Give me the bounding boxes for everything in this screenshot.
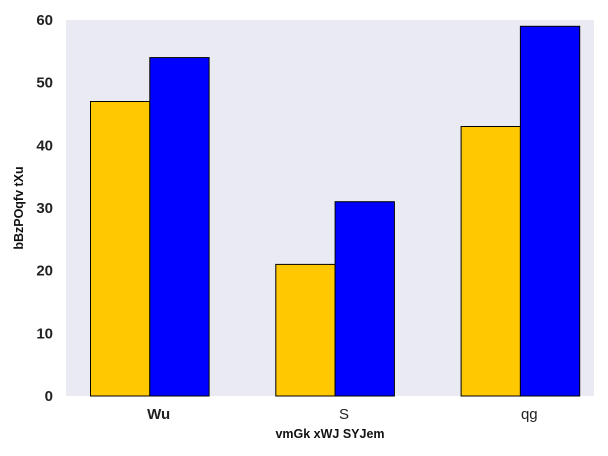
- bar-qg-series-1: [460, 126, 521, 397]
- y-tick-label-40: 40: [36, 137, 53, 154]
- bar-Wu-series-1: [90, 101, 151, 397]
- y-axis-title: bBzPOqfv tXu: [12, 166, 26, 249]
- x-axis-title: vmGk xWJ SYJem: [275, 427, 384, 441]
- y-tick-label-30: 30: [36, 200, 53, 217]
- y-tick-label-60: 60: [36, 12, 53, 29]
- x-tick-label-S: S: [339, 406, 349, 423]
- bar-S-series-1: [275, 263, 336, 397]
- bars-layer: [90, 25, 581, 397]
- bar-S-series-2: [334, 201, 395, 397]
- x-tick-label-Wu: Wu: [147, 406, 170, 423]
- y-tick-label-0: 0: [45, 388, 53, 405]
- x-tick-label-qg: qg: [521, 406, 538, 423]
- y-tick-label-50: 50: [36, 75, 53, 92]
- y-tick-labels: 0 10 20 30 40 50 60: [36, 12, 53, 405]
- y-tick-label-10: 10: [36, 325, 53, 342]
- bar-Wu-series-2: [149, 57, 210, 397]
- bar-qg-series-2: [519, 25, 581, 397]
- y-tick-label-20: 20: [36, 263, 53, 280]
